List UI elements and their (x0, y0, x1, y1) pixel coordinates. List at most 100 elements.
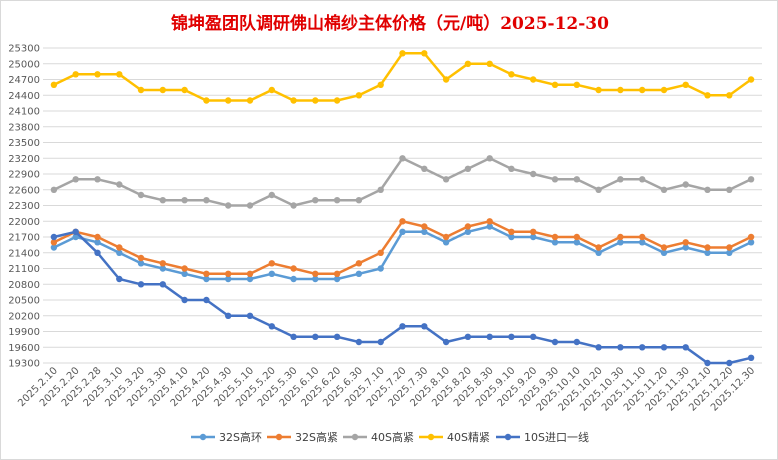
data-point (312, 333, 319, 340)
data-point (137, 254, 145, 262)
data-point (312, 197, 319, 204)
data-point (442, 338, 450, 346)
legend-label: 10S进口一线 (524, 430, 589, 444)
data-point (464, 228, 472, 235)
data-point (617, 344, 624, 351)
data-point (508, 333, 515, 340)
data-point (116, 244, 123, 251)
series-lines (50, 50, 755, 367)
data-point (551, 81, 559, 89)
x-axis-ticks: 2025.2.102025.2.202025.2.282025.3.102025… (16, 365, 757, 413)
y-tick-label: 24100 (8, 107, 40, 118)
data-point (50, 186, 58, 193)
data-point (595, 244, 602, 251)
y-tick-label: 21700 (8, 233, 40, 244)
y-tick-label: 19900 (8, 327, 40, 338)
y-tick-label: 20200 (8, 311, 40, 322)
data-point (464, 165, 472, 172)
y-axis-ticks: 19300 19600 19900 20200 20500 20800 21100 21400… (8, 44, 40, 370)
data-point (181, 265, 188, 272)
data-point (421, 323, 428, 330)
data-point (682, 344, 689, 351)
data-point (486, 333, 493, 340)
data-point (159, 265, 166, 272)
data-point (72, 233, 79, 241)
data-point (551, 239, 559, 246)
data-point (312, 97, 319, 104)
data-point (377, 186, 384, 193)
data-point (355, 338, 363, 346)
series-3 (50, 155, 755, 209)
series-1 (50, 223, 755, 283)
y-tick-label: 19600 (8, 343, 40, 354)
legend-item: 32S高紧 (267, 430, 338, 444)
data-point (377, 265, 384, 272)
data-point (617, 239, 624, 246)
data-point (682, 81, 689, 89)
data-point (399, 155, 406, 162)
data-point (726, 249, 733, 256)
data-point (225, 275, 232, 283)
data-point (72, 228, 79, 235)
data-point (290, 275, 297, 283)
legend-label: 40S高紧 (371, 430, 414, 444)
data-point (726, 186, 733, 193)
data-point (181, 296, 188, 304)
series-2 (50, 218, 755, 277)
y-tick-label: 19300 (8, 359, 40, 370)
data-point (72, 176, 79, 183)
y-tick-label: 24400 (8, 91, 40, 102)
data-point (181, 197, 188, 204)
data-point (203, 296, 210, 304)
data-point (726, 92, 733, 99)
data-point (639, 239, 646, 246)
data-point (442, 176, 450, 183)
data-point (639, 344, 646, 351)
data-point (726, 244, 733, 251)
data-point (312, 275, 319, 283)
data-point (726, 359, 733, 367)
series-line (53, 230, 752, 365)
data-point (268, 260, 275, 267)
data-point (530, 170, 537, 178)
data-point (442, 239, 450, 246)
data-point (486, 223, 493, 230)
data-point (94, 233, 101, 241)
legend-swatch-marker (427, 433, 435, 441)
data-point (486, 218, 493, 225)
data-point (268, 323, 275, 330)
series-5 (50, 228, 755, 367)
data-point (421, 223, 428, 230)
data-point (203, 270, 210, 277)
data-point (246, 275, 254, 283)
data-point (464, 333, 472, 340)
legend-swatch-marker (504, 433, 512, 441)
data-point (464, 223, 472, 230)
data-point (486, 155, 493, 162)
legend-item: 40S高紧 (343, 430, 414, 444)
data-point (660, 244, 668, 251)
legend-label: 32S高紧 (295, 430, 338, 444)
series-line (53, 157, 752, 207)
data-point (704, 92, 711, 99)
data-point (508, 71, 515, 78)
data-point (181, 86, 188, 94)
data-point (421, 228, 428, 235)
data-point (682, 244, 689, 251)
legend: 32S高环 32S高紧 40S高紧 40S精紧 10S进口一线 (191, 430, 589, 444)
data-point (116, 71, 123, 78)
data-point (203, 275, 210, 283)
data-point (355, 260, 363, 267)
data-point (660, 86, 668, 94)
data-point (116, 249, 123, 256)
data-point (530, 233, 537, 241)
legend-swatch-marker (275, 433, 283, 441)
y-tick-label: 22600 (8, 185, 40, 196)
grid (43, 47, 762, 364)
data-point (137, 86, 145, 94)
data-point (268, 191, 275, 199)
data-point (573, 338, 580, 346)
data-point (116, 275, 123, 283)
